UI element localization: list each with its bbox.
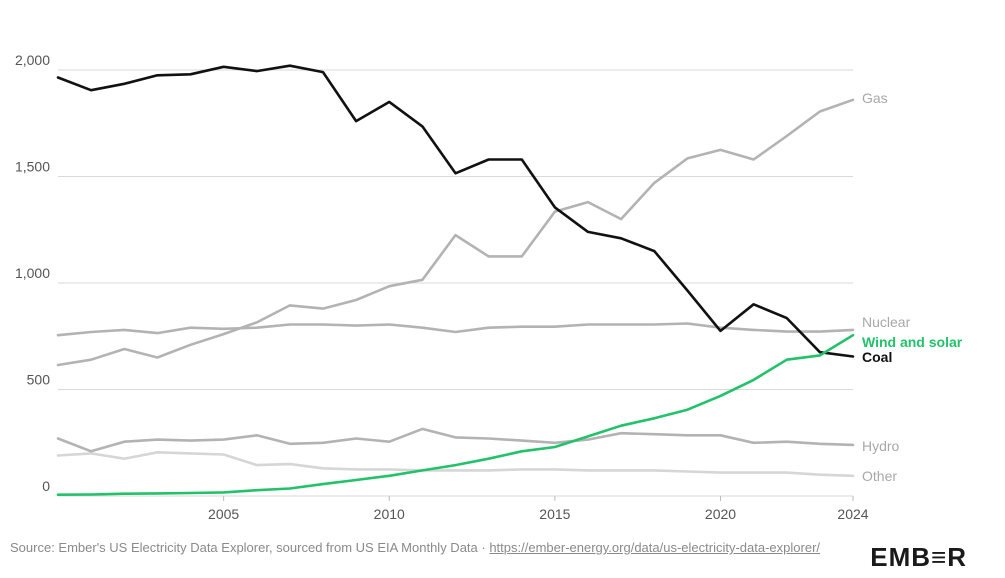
y-tick-label: 0 (42, 478, 50, 494)
wind-and-solar-label: Wind and solar (862, 334, 963, 350)
wind-and-solar-line (56, 333, 855, 497)
x-tick-label: 2015 (539, 506, 570, 522)
source-footer: Source: Ember's US Electricity Data Expl… (10, 540, 830, 556)
source-text: Source: Ember's US Electricity Data Expl… (10, 540, 490, 555)
other-label: Other (862, 468, 897, 484)
coal-line (56, 64, 855, 358)
gridlines (58, 69, 853, 497)
x-axis-ticks: 2005 2010 2015 2020 2024 (208, 496, 869, 522)
y-axis-ticks: 0 500 1,000 1,500 2,000 (15, 52, 50, 494)
y-tick-label: 1,000 (15, 265, 50, 281)
gas-line (56, 98, 855, 367)
nuclear-label: Nuclear (862, 314, 911, 330)
gas-label: Gas (862, 90, 888, 106)
x-tick-label: 2010 (374, 506, 405, 522)
hydro-label: Hydro (862, 438, 900, 454)
x-tick-label: 2005 (208, 506, 239, 522)
x-tick-label: 2020 (705, 506, 736, 522)
other-line (56, 450, 855, 478)
hydro-line (56, 427, 855, 453)
y-tick-label: 2,000 (15, 52, 50, 68)
ember-logo: EMB≡R (870, 542, 967, 572)
source-link[interactable]: https://ember-energy.org/data/us-electri… (489, 540, 821, 555)
coal-label: Coal (862, 349, 892, 365)
line-chart: 0 500 1,000 1,500 2,000 2005 2010 2015 2020 2024… (15, 52, 963, 522)
y-tick-label: 1,500 (15, 159, 50, 175)
x-tick-label: 2024 (837, 506, 868, 522)
nuclear-line (56, 322, 855, 337)
y-tick-label: 500 (27, 372, 51, 388)
series-lines (56, 64, 855, 497)
